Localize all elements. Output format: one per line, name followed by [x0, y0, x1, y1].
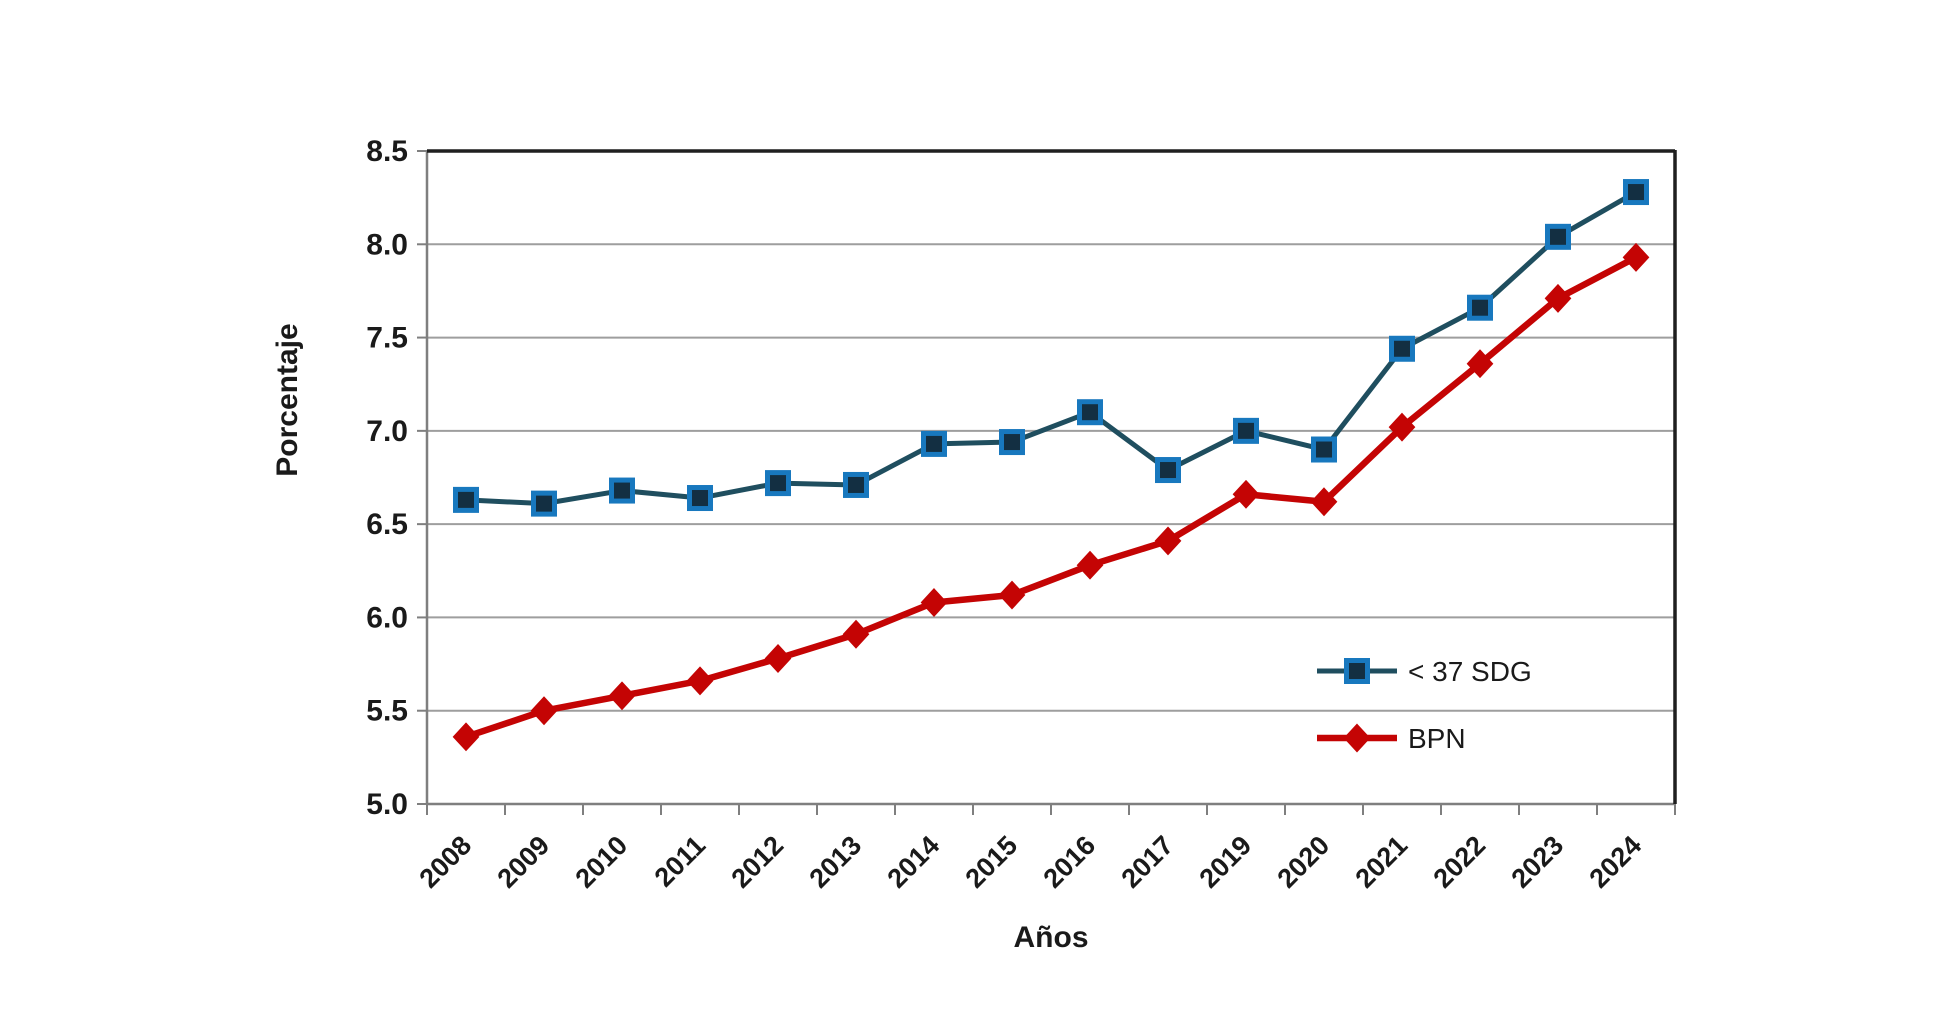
data-point-marker [1544, 283, 1572, 313]
data-point-marker [1233, 417, 1259, 444]
x-tick-label: 2014 [882, 830, 946, 894]
x-tick-label: 2013 [804, 830, 868, 894]
y-tick-label: 7.5 [366, 322, 408, 355]
data-point-marker [1545, 223, 1571, 250]
y-tick-label: 6.5 [366, 508, 408, 541]
data-point-marker [687, 485, 713, 512]
data-point-marker [530, 696, 558, 726]
series-line [464, 254, 1638, 740]
x-tick-label: 2020 [1272, 830, 1336, 894]
plot-area [427, 151, 1675, 804]
data-point-marker [842, 619, 870, 649]
data-point-marker [920, 588, 948, 617]
data-point-marker [1467, 294, 1493, 321]
x-tick-label: 2012 [726, 830, 790, 894]
x-tick-label: 2010 [570, 830, 634, 894]
data-point-marker [1310, 487, 1338, 517]
x-tick-label: 2022 [1428, 830, 1492, 894]
data-point-marker [608, 681, 636, 711]
x-tick-label: 2019 [1194, 830, 1258, 894]
y-tick-label: 5.0 [366, 788, 408, 821]
x-axis-title: Años [1013, 921, 1089, 954]
x-tick-label: 2021 [1350, 830, 1414, 894]
y-tick-label: 8.5 [366, 135, 408, 168]
x-tick-label: 2015 [960, 830, 1024, 894]
data-point-marker [1344, 658, 1370, 684]
x-tick-label: 2024 [1584, 830, 1648, 894]
x-tick-label: 2008 [414, 830, 478, 894]
data-point-marker [453, 486, 479, 513]
x-tick-label: 2011 [649, 830, 712, 893]
data-point-marker [1076, 550, 1104, 580]
data-point-marker [999, 429, 1025, 456]
data-point-marker [1155, 457, 1181, 484]
y-tick-label: 7.0 [366, 415, 408, 448]
data-point-marker [1232, 479, 1260, 509]
data-point-marker [1622, 242, 1650, 272]
series-line [465, 189, 1638, 507]
data-point-marker [452, 722, 480, 752]
data-point-marker [609, 477, 635, 504]
data-point-marker [998, 580, 1026, 610]
x-tick-label: 2023 [1506, 830, 1570, 894]
y-axis-title: Porcentaje [271, 323, 304, 477]
data-point-marker [686, 666, 714, 696]
data-point-marker [1466, 349, 1494, 379]
data-point-marker [531, 490, 557, 517]
data-point-marker [764, 643, 792, 673]
legend-label: < 37 SDG [1408, 656, 1532, 687]
data-point-marker [843, 471, 869, 498]
x-tick-label: 2017 [1116, 830, 1180, 894]
data-point-marker [1154, 526, 1182, 556]
x-tick-label: 2016 [1038, 830, 1102, 894]
data-point-marker [1623, 179, 1649, 206]
data-point-marker [1389, 335, 1415, 362]
data-point-marker [1343, 723, 1371, 753]
data-point-marker [1388, 412, 1416, 442]
x-tick-label: 2009 [492, 830, 556, 894]
legend-label: BPN [1408, 723, 1466, 754]
y-tick-label: 8.0 [366, 228, 408, 261]
data-point-marker [1311, 436, 1337, 463]
data-point-marker [1077, 399, 1103, 426]
y-tick-label: 5.5 [366, 695, 408, 728]
y-tick-label: 6.0 [366, 601, 408, 634]
data-point-marker [921, 430, 947, 457]
data-point-marker [765, 470, 791, 497]
